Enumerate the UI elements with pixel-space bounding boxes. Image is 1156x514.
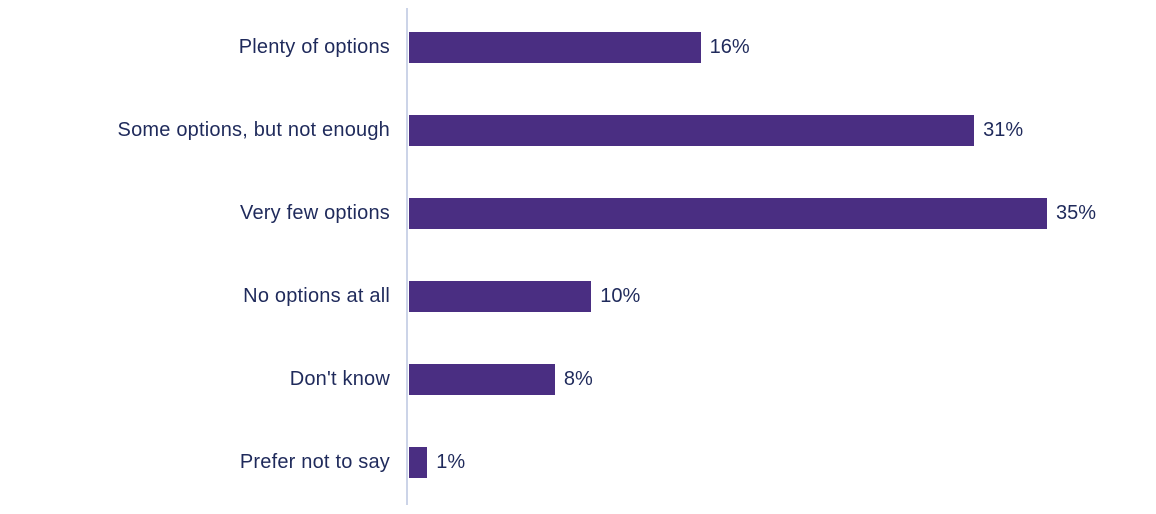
y-axis-line <box>406 8 408 505</box>
value-label: 1% <box>436 451 466 473</box>
bar <box>409 447 428 478</box>
bar-area: 8% <box>407 338 593 421</box>
chart-row: Some options, but not enough 31% <box>0 89 1156 172</box>
bar-area: 35% <box>407 172 1096 255</box>
chart-row: Prefer not to say 1% <box>0 421 1156 504</box>
chart-row: Plenty of options 16% <box>0 6 1156 89</box>
bar-area: 16% <box>407 6 750 89</box>
bar <box>409 281 592 312</box>
bar <box>409 198 1047 229</box>
category-label: Don't know <box>289 368 390 390</box>
category-label: Plenty of options <box>238 36 390 58</box>
value-label: 16% <box>709 36 750 58</box>
category-label: No options at all <box>243 285 390 307</box>
bar <box>409 32 701 63</box>
value-label: 8% <box>563 368 593 390</box>
value-label: 31% <box>983 119 1024 141</box>
chart-row: Don't know 8% <box>0 338 1156 421</box>
chart-rows: Plenty of options 16% Some options, but … <box>0 6 1156 504</box>
value-label: 35% <box>1056 202 1097 224</box>
category-label: Some options, but not enough <box>117 119 390 141</box>
value-label: 10% <box>600 285 641 307</box>
chart-row: No options at all 10% <box>0 255 1156 338</box>
bar-area: 1% <box>407 421 465 504</box>
bar-area: 31% <box>407 89 1023 172</box>
category-label: Very few options <box>240 202 390 224</box>
chart-row: Very few options 35% <box>0 172 1156 255</box>
category-label: Prefer not to say <box>239 451 390 473</box>
bar <box>409 115 975 146</box>
bar <box>409 364 555 395</box>
bar-area: 10% <box>407 255 640 338</box>
